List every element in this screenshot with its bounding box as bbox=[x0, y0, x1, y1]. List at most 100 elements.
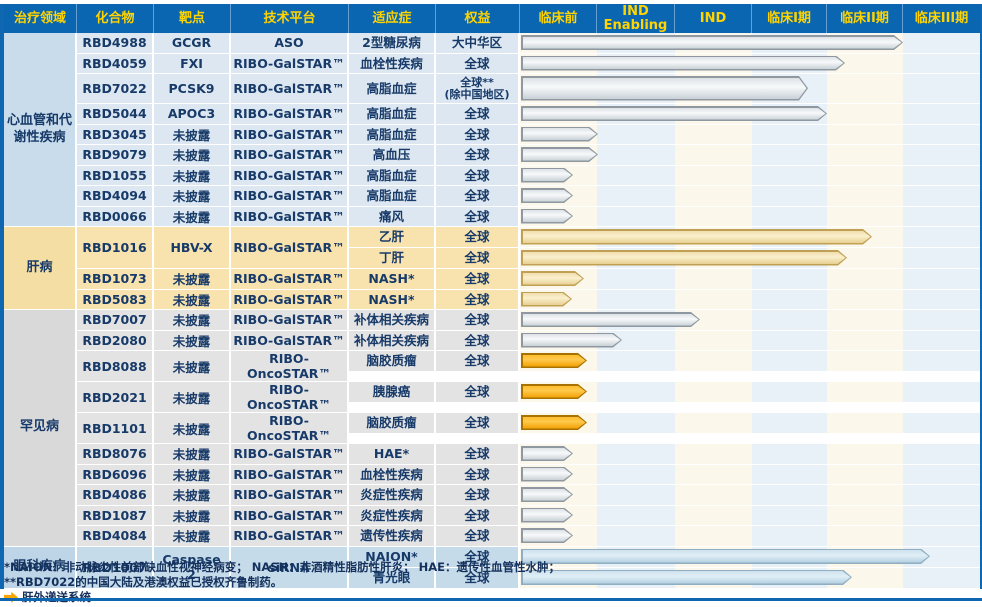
platform-cell: ASO bbox=[231, 33, 349, 54]
progress-bar-fill bbox=[523, 190, 572, 202]
progress-bar-fill bbox=[523, 37, 902, 49]
indication-entries: 脑胶质瘤 全球 bbox=[349, 413, 980, 444]
pipeline-row: 补体相关疾病 全球 bbox=[349, 330, 980, 351]
pipeline-row: 脑胶质瘤 全球 bbox=[349, 413, 980, 434]
target-cell: 未披露 bbox=[154, 382, 231, 413]
indication-cell: NAION* bbox=[349, 546, 436, 568]
phase-track bbox=[520, 310, 980, 331]
phase-track bbox=[520, 351, 980, 372]
progress-bar-fill bbox=[523, 355, 586, 367]
progress-bar bbox=[521, 467, 573, 482]
rights-cell: 全球 bbox=[436, 186, 520, 207]
compound-group: RBD1073 未披露 RIBO-GalSTAR™ NASH* 全球 bbox=[77, 269, 980, 290]
target-cell: 未披露 bbox=[154, 310, 231, 331]
indication-entries: 血栓性疾病 全球 bbox=[349, 464, 980, 485]
rights-cell: 大中华区 bbox=[436, 33, 520, 54]
pipeline-row: 高血压 全球 bbox=[349, 145, 980, 166]
indication-cell: 炎症性疾病 bbox=[349, 485, 436, 506]
rights-cell: 全球 bbox=[436, 444, 520, 465]
table-header-row: 治疗领域 化合物 靶点 技术平台 适应症 权益 临床前 IND Enabling IND 临床I期… bbox=[4, 4, 980, 33]
header-cell-compound: 化合物 bbox=[77, 4, 154, 33]
indication-cell: 高脂血症 bbox=[349, 186, 436, 207]
bottom-divider bbox=[0, 598, 982, 601]
compound-cell: RBD4086 bbox=[77, 485, 154, 506]
header-cell-phase-4: 临床II期 bbox=[827, 4, 903, 33]
progress-bar bbox=[521, 292, 572, 307]
compound-group: RBD8088 未披露 RIBO-OncoSTAR™ 脑胶质瘤 全球 bbox=[77, 351, 980, 382]
progress-bar-fill bbox=[523, 252, 846, 265]
progress-bar bbox=[521, 415, 587, 430]
progress-bar-fill bbox=[523, 334, 621, 346]
compound-cell: RBD0066 bbox=[77, 206, 154, 227]
therapeutic-area-section: 眼科疾病 RBD1007 Caspase 2 siRNA NAION* 全球 青光眼 全球 bbox=[4, 546, 980, 589]
compound-group: RBD1055 未披露 RIBO-GalSTAR™ 高脂血症 全球 bbox=[77, 165, 980, 186]
pipeline-row: 血栓性疾病 全球 bbox=[349, 464, 980, 485]
phase-track bbox=[520, 382, 980, 403]
progress-bar bbox=[521, 508, 573, 523]
indication-cell: 乙肝 bbox=[349, 227, 436, 248]
rights-cell: 全球** (除中国地区) bbox=[436, 74, 520, 104]
indication-cell: HAE* bbox=[349, 444, 436, 465]
indication-cell: 高脂血症 bbox=[349, 104, 436, 125]
pipeline-row: NAION* 全球 bbox=[349, 546, 980, 568]
progress-bar bbox=[521, 229, 872, 245]
progress-bar-fill bbox=[523, 448, 572, 460]
phase-track bbox=[520, 165, 980, 186]
compound-cell: RBD3045 bbox=[77, 124, 154, 145]
indication-cell: 青光眼 bbox=[349, 567, 436, 589]
pipeline-row: 高脂血症 全球 bbox=[349, 165, 980, 186]
header-cell-target: 靶点 bbox=[154, 4, 231, 33]
phase-track bbox=[520, 33, 980, 54]
target-cell: APOC3 bbox=[154, 104, 231, 125]
phase-track bbox=[520, 53, 980, 74]
indication-entries: 2型糖尿病 大中华区 bbox=[349, 33, 980, 54]
platform-cell: RIBO-GalSTAR™ bbox=[231, 227, 349, 269]
indication-cell: 血栓性疾病 bbox=[349, 464, 436, 485]
target-cell: 未披露 bbox=[154, 289, 231, 310]
progress-bar bbox=[521, 528, 573, 543]
area-cell: 眼科疾病 bbox=[4, 546, 77, 589]
pipeline-table: 治疗领域 化合物 靶点 技术平台 适应症 权益 临床前 IND Enabling IND 临床I期… bbox=[0, 4, 982, 589]
indication-cell: 高脂血症 bbox=[349, 165, 436, 186]
pipeline-row: HAE* 全球 bbox=[349, 444, 980, 465]
indication-entries: 痛风 全球 bbox=[349, 206, 980, 227]
target-cell: 未披露 bbox=[154, 413, 231, 444]
compound-group: RBD6096 未披露 RIBO-GalSTAR™ 血栓性疾病 全球 bbox=[77, 464, 980, 485]
progress-bar-fill bbox=[523, 169, 572, 181]
compound-group: RBD2080 未披露 RIBO-GalSTAR™ 补体相关疾病 全球 bbox=[77, 330, 980, 351]
indication-cell: NASH* bbox=[349, 269, 436, 290]
compound-cell: RBD7007 bbox=[77, 310, 154, 331]
progress-bar bbox=[521, 333, 622, 348]
section-rows: RBD1016 HBV-X RIBO-GalSTAR™ 乙肝 全球 丁肝 全球 RBD1073… bbox=[77, 227, 980, 310]
indication-entries: 补体相关疾病 全球 bbox=[349, 310, 980, 331]
compound-group: RBD1007 Caspase 2 siRNA NAION* 全球 青光眼 全球 bbox=[77, 546, 980, 589]
table-body: 心血管和代谢性疾病 RBD4988 GCGR ASO 2型糖尿病 大中华区 RBD4059 F… bbox=[4, 33, 980, 589]
progress-bar-fill bbox=[523, 550, 929, 563]
pipeline-row: 乙肝 全球 bbox=[349, 227, 980, 248]
phase-track bbox=[520, 330, 980, 351]
platform-cell: RIBO-GalSTAR™ bbox=[231, 124, 349, 145]
compound-group: RBD2021 未披露 RIBO-OncoSTAR™ 胰腺癌 全球 bbox=[77, 382, 980, 413]
target-cell: 未披露 bbox=[154, 526, 231, 547]
compound-cell: RBD8088 bbox=[77, 351, 154, 382]
platform-cell: RIBO-GalSTAR™ bbox=[231, 145, 349, 166]
compound-cell: RBD4084 bbox=[77, 526, 154, 547]
indication-entries: 高血压 全球 bbox=[349, 145, 980, 166]
compound-group: RBD3045 未披露 RIBO-GalSTAR™ 高脂血症 全球 bbox=[77, 124, 980, 145]
compound-group: RBD1016 HBV-X RIBO-GalSTAR™ 乙肝 全球 丁肝 全球 bbox=[77, 227, 980, 269]
pipeline-row: 炎症性疾病 全球 bbox=[349, 485, 980, 506]
platform-cell: RIBO-OncoSTAR™ bbox=[231, 413, 349, 444]
progress-bar-fill bbox=[523, 231, 871, 244]
header-cell-indication: 适应症 bbox=[349, 4, 436, 33]
section-rows: RBD1007 Caspase 2 siRNA NAION* 全球 青光眼 全球 bbox=[77, 546, 980, 589]
pipeline-row: 胰腺癌 全球 bbox=[349, 382, 980, 403]
indication-cell: 血栓性疾病 bbox=[349, 53, 436, 74]
phase-track bbox=[520, 145, 980, 166]
progress-bar-fill bbox=[523, 489, 572, 501]
compound-cell: RBD1007 bbox=[77, 546, 154, 589]
compound-group: RBD4086 未披露 RIBO-GalSTAR™ 炎症性疾病 全球 bbox=[77, 485, 980, 506]
progress-bar-fill bbox=[523, 571, 851, 584]
compound-group: RBD9079 未披露 RIBO-GalSTAR™ 高血压 全球 bbox=[77, 145, 980, 166]
compound-cell: RBD5044 bbox=[77, 104, 154, 125]
indication-entries: 血栓性疾病 全球 bbox=[349, 53, 980, 74]
